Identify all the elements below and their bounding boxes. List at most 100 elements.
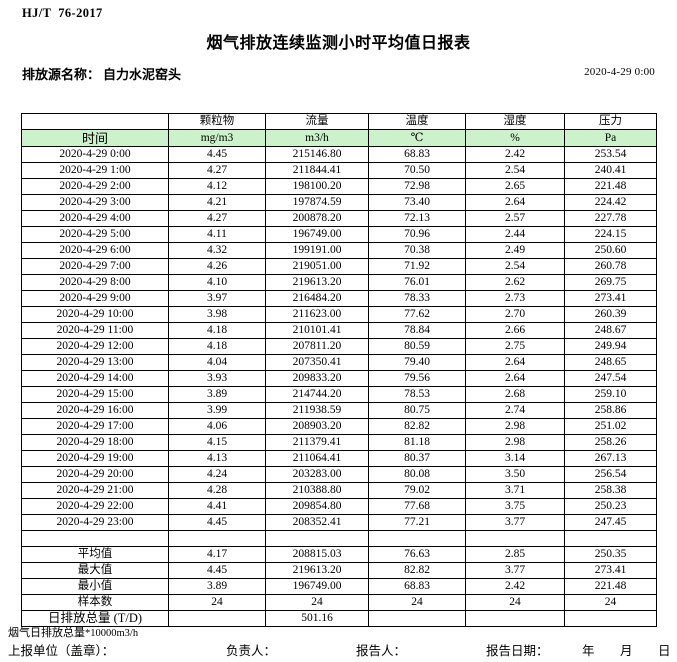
cell-value-4: 253.54 [564, 146, 657, 163]
stat-value-4-2 [368, 610, 466, 627]
unit-header-2: ℃ [368, 129, 466, 147]
cell-value-4: 260.78 [564, 258, 657, 275]
cell-value-1: 208903.20 [265, 418, 369, 435]
cell-value-1: 200878.20 [265, 210, 369, 227]
cell-value-2: 70.50 [368, 162, 466, 179]
cell-value-3: 2.42 [465, 146, 565, 163]
cell-time: 2020-4-29 2:00 [21, 178, 169, 195]
cell-value-4: 248.67 [564, 322, 657, 339]
table-row: 2020-4-29 2:00 4.12 198100.20 72.98 2.65 221.… [21, 178, 657, 195]
cell-value-2: 73.40 [368, 194, 466, 211]
cell-value-2: 72.98 [368, 178, 466, 195]
cell-time: 2020-4-29 10:00 [21, 306, 169, 323]
cell-time: 2020-4-29 16:00 [21, 402, 169, 419]
cell-value-4: 258.38 [564, 482, 657, 499]
stat-label-1: 最大值 [21, 562, 169, 579]
param-header-0: 颗粒物 [168, 113, 266, 130]
param-header-1: 流量 [265, 113, 369, 130]
cell-time: 2020-4-29 11:00 [21, 322, 169, 339]
stat-value-2-3: 2.42 [465, 578, 565, 595]
time-header-cell: 时间 [21, 129, 169, 147]
cell-value-0: 4.45 [168, 146, 266, 163]
table-row: 2020-4-29 18:00 4.15 211379.41 81.18 2.98 258… [21, 434, 657, 451]
cell-value-3: 2.64 [465, 354, 565, 371]
spacer-row [21, 530, 657, 547]
cell-value-0: 4.12 [168, 178, 266, 195]
stat-value-1-2: 82.82 [368, 562, 466, 579]
cell-value-3: 2.98 [465, 434, 565, 451]
cell-value-2: 76.01 [368, 274, 466, 291]
cell-value-0: 4.15 [168, 434, 266, 451]
report-datetime: 2020-4-29 0:00 [584, 66, 655, 78]
unit-header-3: % [465, 129, 565, 147]
cell-value-1: 215146.80 [265, 146, 369, 163]
table-row: 2020-4-29 20:00 4.24 203283.00 80.08 3.50 256… [21, 466, 657, 483]
cell-time: 2020-4-29 7:00 [21, 258, 169, 275]
cell-value-2: 70.96 [368, 226, 466, 243]
cell-value-1: 197874.59 [265, 194, 369, 211]
cell-value-0: 3.97 [168, 290, 266, 307]
footnote: 烟气日排放总量*10000m3/h [8, 624, 138, 640]
stat-label-0: 平均值 [21, 546, 169, 563]
page-title: 烟气排放连续监测小时平均值日报表 [206, 35, 471, 52]
cell-value-0: 4.04 [168, 354, 266, 371]
source-label: 排放源名称： [22, 67, 101, 82]
stat-value-4-0 [168, 610, 266, 627]
cell-value-1: 216484.20 [265, 290, 369, 307]
cell-time: 2020-4-29 1:00 [21, 162, 169, 179]
stat-value-0-0: 4.17 [168, 546, 266, 563]
table-row: 2020-4-29 10:00 3.98 211623.00 77.62 2.70 260… [21, 306, 657, 323]
cell-value-1: 207350.41 [265, 354, 369, 371]
stat-value-1-4: 273.41 [564, 562, 657, 579]
unit-header-row: 时间 mg/m3 m3/h ℃% Pa [21, 129, 657, 147]
table-row: 2020-4-29 9:00 3.97 216484.20 78.33 2.73 273.… [21, 290, 657, 307]
cell-value-3: 2.49 [465, 242, 565, 259]
table-row: 2020-4-29 13:00 4.04 207350.41 79.40 2.64 248… [21, 354, 657, 371]
cell-time: 2020-4-29 8:00 [21, 274, 169, 291]
table-row: 2020-4-29 19:00 4.13 211064.41 80.37 3.14 267… [21, 450, 657, 467]
cell-time: 2020-4-29 22:00 [21, 498, 169, 515]
table-row: 2020-4-29 14:00 3.93 209833.20 79.56 2.64 247… [21, 370, 657, 387]
cell-value-1: 196749.00 [265, 226, 369, 243]
table-row: 2020-4-29 15:00 3.89 214744.20 78.53 2.68 259… [21, 386, 657, 403]
cell-value-4: 221.48 [564, 178, 657, 195]
unit-header-1: m3/h [265, 129, 369, 147]
cell-value-1: 207811.20 [265, 338, 369, 355]
cell-value-4: 250.23 [564, 498, 657, 515]
cell-value-4: 240.41 [564, 162, 657, 179]
cell-value-0: 4.18 [168, 338, 266, 355]
cell-value-3: 2.74 [465, 402, 565, 419]
table-row: 2020-4-29 3:00 4.21 197874.59 73.40 2.64 224.… [21, 194, 657, 211]
param-header-row: 颗粒物 流量 温度 湿度 压力 [21, 113, 657, 130]
stat-value-1-0: 4.45 [168, 562, 266, 579]
table-row: 2020-4-29 16:00 3.99 211938.59 80.75 2.74 258… [21, 402, 657, 419]
cell-value-2: 80.08 [368, 466, 466, 483]
spacer-cell-5 [564, 530, 657, 547]
sign-month-label: 月 [620, 644, 633, 658]
cell-time: 2020-4-29 14:00 [21, 370, 169, 387]
stat-row: 最大值 4.45 219613.20 82.82 3.77 273.41 [21, 562, 657, 579]
cell-value-2: 81.18 [368, 434, 466, 451]
table-row: 2020-4-29 6:00 4.32 199191.00 70.38 2.49 250.… [21, 242, 657, 259]
stat-value-0-3: 2.85 [465, 546, 565, 563]
spacer-cell-2 [265, 530, 369, 547]
stat-value-1-3: 3.77 [465, 562, 565, 579]
cell-value-3: 2.54 [465, 258, 565, 275]
cell-time: 2020-4-29 12:00 [21, 338, 169, 355]
stat-value-4-1: 501.16 [265, 610, 369, 627]
cell-value-2: 78.53 [368, 386, 466, 403]
cell-value-0: 4.06 [168, 418, 266, 435]
stat-value-2-0: 3.89 [168, 578, 266, 595]
spacer-cell-4 [465, 530, 565, 547]
table-row: 2020-4-29 8:00 4.10 219613.20 76.01 2.62 269.… [21, 274, 657, 291]
cell-value-1: 210388.80 [265, 482, 369, 499]
cell-value-0: 4.18 [168, 322, 266, 339]
cell-value-2: 79.02 [368, 482, 466, 499]
cell-time: 2020-4-29 15:00 [21, 386, 169, 403]
cell-value-1: 203283.00 [265, 466, 369, 483]
cell-time: 2020-4-29 9:00 [21, 290, 169, 307]
cell-value-3: 2.64 [465, 370, 565, 387]
cell-value-0: 4.21 [168, 194, 266, 211]
cell-time: 2020-4-29 19:00 [21, 450, 169, 467]
cell-time: 2020-4-29 0:00 [21, 146, 169, 163]
